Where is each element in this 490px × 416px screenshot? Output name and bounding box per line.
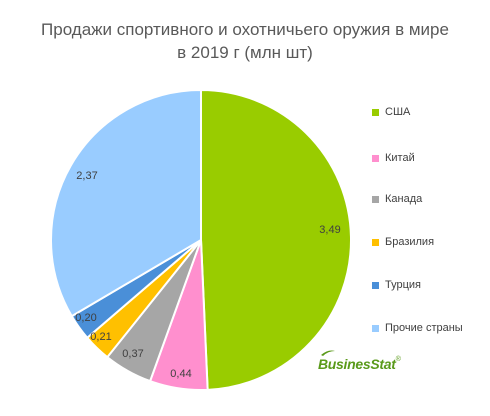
logo-text: BusinesStat (318, 356, 396, 372)
pie-data-label-0: 3,49 (319, 224, 340, 236)
legend-swatch (372, 195, 379, 203)
legend-label: Бразилия (385, 236, 435, 248)
pie-data-label-2: 0,37 (122, 348, 143, 360)
legend-swatch (372, 281, 379, 289)
logo-swoosh-icon (321, 350, 335, 356)
legend-label: США (385, 106, 411, 118)
pie-data-label-1: 0,44 (170, 368, 191, 380)
legend-item-0: США (372, 105, 410, 119)
legend-item-4: Турция (372, 278, 421, 292)
legend-label: Китай (385, 152, 415, 164)
chart-title-line1: Продажи спортивного и охотничьего оружия… (41, 20, 449, 39)
legend-item-2: Канада (372, 192, 422, 206)
pie-slice-5 (50, 88, 202, 318)
legend-label: Канада (385, 193, 423, 205)
legend-swatch (372, 238, 379, 246)
logo-registered-mark: ® (395, 356, 401, 363)
legend-swatch (372, 324, 379, 332)
pie-data-label-5: 2,37 (76, 170, 97, 182)
businesstat-logo: BusinesStat® (318, 356, 401, 372)
legend-swatch (372, 154, 379, 162)
legend-label: Турция (385, 279, 421, 291)
legend-item-1: Китай (372, 151, 415, 165)
pie-data-label-4: 0,20 (75, 312, 96, 324)
legend-label: Прочие страны (385, 322, 463, 334)
legend-item-3: Бразилия (372, 235, 434, 249)
pie-data-label-3: 0,21 (90, 331, 111, 343)
chart-title: Продажи спортивного и охотничьего оружия… (0, 18, 490, 64)
legend-item-5: Прочие страны (372, 321, 463, 335)
legend-swatch (372, 108, 379, 116)
pie-slice-0 (200, 88, 352, 391)
chart-title-line2: в 2019 г (млн шт) (177, 43, 313, 62)
